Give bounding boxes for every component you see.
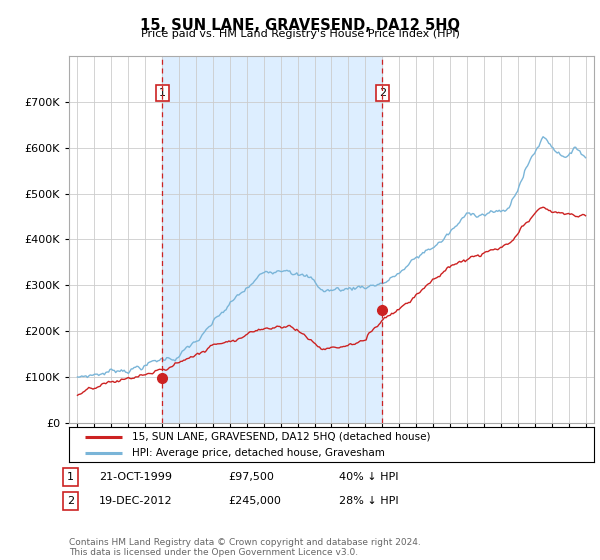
Text: £245,000: £245,000: [228, 496, 281, 506]
Text: HPI: Average price, detached house, Gravesham: HPI: Average price, detached house, Grav…: [132, 447, 385, 458]
Text: 1: 1: [158, 88, 166, 97]
Text: 15, SUN LANE, GRAVESEND, DA12 5HQ: 15, SUN LANE, GRAVESEND, DA12 5HQ: [140, 18, 460, 33]
Text: Price paid vs. HM Land Registry's House Price Index (HPI): Price paid vs. HM Land Registry's House …: [140, 29, 460, 39]
Text: 1: 1: [67, 472, 74, 482]
Text: Contains HM Land Registry data © Crown copyright and database right 2024.
This d: Contains HM Land Registry data © Crown c…: [69, 538, 421, 557]
Text: 19-DEC-2012: 19-DEC-2012: [99, 496, 173, 506]
Text: 28% ↓ HPI: 28% ↓ HPI: [339, 496, 398, 506]
Text: 2: 2: [379, 88, 386, 97]
Text: 21-OCT-1999: 21-OCT-1999: [99, 472, 172, 482]
Text: 2: 2: [67, 496, 74, 506]
Text: 15, SUN LANE, GRAVESEND, DA12 5HQ (detached house): 15, SUN LANE, GRAVESEND, DA12 5HQ (detac…: [132, 432, 431, 442]
Text: £97,500: £97,500: [228, 472, 274, 482]
Bar: [162, 56, 382, 423]
Text: 40% ↓ HPI: 40% ↓ HPI: [339, 472, 398, 482]
